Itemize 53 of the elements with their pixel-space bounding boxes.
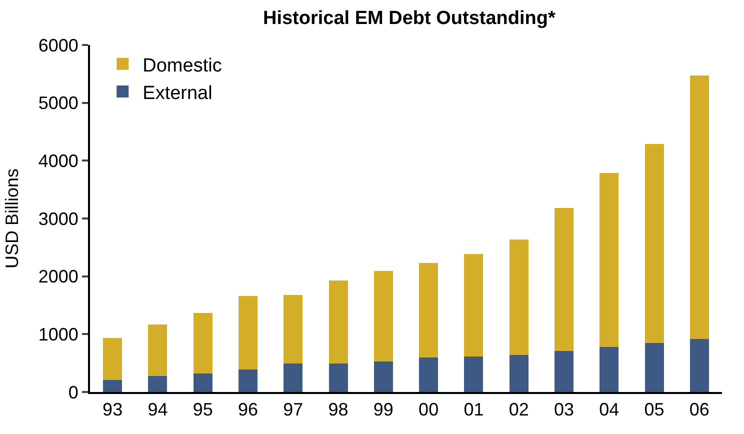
x-tick-label: 98 xyxy=(328,400,348,420)
x-tick-label: 06 xyxy=(689,400,710,420)
x-tick-label: 93 xyxy=(102,400,123,420)
bar xyxy=(509,239,528,355)
bar xyxy=(284,294,303,364)
x-tick-label: 03 xyxy=(554,400,574,420)
x-tick-label: 97 xyxy=(283,400,304,420)
x-tick-label: 04 xyxy=(599,400,620,420)
y-tick-label: 2000 xyxy=(38,266,78,287)
bar xyxy=(419,357,438,392)
chart-title: Historical EM Debt Outstanding* xyxy=(262,8,556,30)
y-tick-label: 6000 xyxy=(38,35,78,56)
bar xyxy=(554,350,574,392)
bar xyxy=(690,76,709,339)
bar xyxy=(328,280,348,364)
legend-label: External xyxy=(142,82,212,104)
bar xyxy=(509,354,528,392)
bar xyxy=(644,342,664,392)
bar xyxy=(600,172,619,347)
y-tick-label: 5000 xyxy=(38,93,78,114)
bar xyxy=(328,364,348,392)
x-tick-label: 95 xyxy=(192,400,213,420)
y-tick-label: 0 xyxy=(68,382,78,402)
bar xyxy=(554,208,574,351)
bar xyxy=(464,254,484,357)
bar xyxy=(103,380,122,392)
bar xyxy=(238,369,258,392)
legend-label: Domestic xyxy=(142,55,222,76)
bar xyxy=(374,271,393,362)
bar xyxy=(148,376,168,392)
x-tick-label: 05 xyxy=(644,400,664,420)
bar xyxy=(193,312,212,374)
y-tick-label: 1000 xyxy=(38,324,78,344)
bar xyxy=(238,296,258,370)
bar xyxy=(419,263,438,358)
x-tick-label: 00 xyxy=(418,400,439,420)
bar xyxy=(690,338,709,392)
y-tick-label: 3000 xyxy=(38,208,78,229)
x-tick-label: 96 xyxy=(238,400,258,420)
bar xyxy=(374,361,393,392)
bar xyxy=(103,338,122,380)
y-axis-title: USD Billions xyxy=(2,168,22,269)
bar xyxy=(193,373,212,392)
y-tick-label: 4000 xyxy=(38,150,78,171)
bar xyxy=(600,346,619,392)
x-tick-label: 99 xyxy=(373,400,394,420)
bar xyxy=(644,144,664,343)
bar xyxy=(464,356,484,392)
bar xyxy=(148,324,168,376)
x-tick-label: 02 xyxy=(508,400,529,420)
bar xyxy=(284,364,303,392)
x-tick-label: 94 xyxy=(148,400,168,420)
x-tick-label: 01 xyxy=(464,400,484,420)
